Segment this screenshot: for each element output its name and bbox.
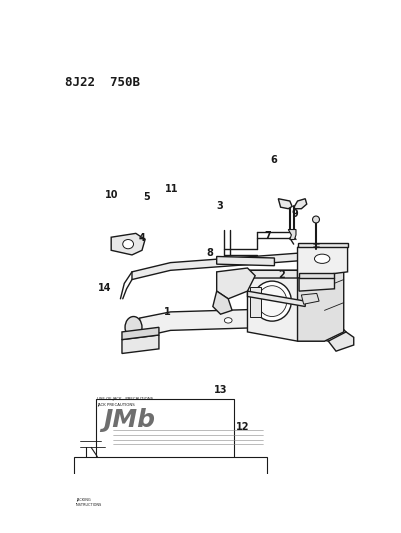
Polygon shape (288, 230, 296, 239)
Ellipse shape (314, 254, 330, 263)
Text: 4: 4 (139, 233, 146, 244)
Text: 3: 3 (216, 200, 223, 211)
Polygon shape (328, 332, 354, 351)
Text: 14: 14 (98, 282, 112, 293)
Text: 9: 9 (292, 209, 298, 219)
Ellipse shape (125, 317, 142, 338)
Text: 10: 10 (105, 190, 118, 200)
Polygon shape (217, 268, 255, 299)
Polygon shape (298, 247, 348, 278)
Polygon shape (111, 233, 145, 255)
Polygon shape (299, 273, 334, 278)
Text: 7: 7 (264, 231, 271, 241)
Polygon shape (298, 263, 344, 341)
FancyBboxPatch shape (74, 457, 267, 509)
Text: 12: 12 (236, 422, 249, 432)
Text: JACK PRECAUTIONS: JACK PRECAUTIONS (97, 402, 135, 407)
Text: 1: 1 (164, 307, 170, 317)
Polygon shape (217, 256, 274, 265)
Text: 6: 6 (270, 156, 277, 165)
Polygon shape (247, 291, 305, 306)
Text: 8J22  750B: 8J22 750B (65, 76, 140, 88)
Text: JMb: JMb (103, 408, 156, 432)
Ellipse shape (312, 216, 320, 223)
Polygon shape (122, 327, 159, 340)
Ellipse shape (123, 239, 134, 249)
Polygon shape (294, 199, 307, 209)
Text: 11: 11 (165, 184, 178, 194)
Polygon shape (302, 294, 319, 304)
Polygon shape (247, 263, 324, 278)
Polygon shape (298, 243, 348, 247)
Polygon shape (250, 287, 261, 317)
Polygon shape (122, 335, 159, 353)
Polygon shape (213, 291, 232, 314)
Text: 13: 13 (214, 385, 228, 395)
Text: 2: 2 (278, 270, 285, 280)
Text: USE OF JACK - PRECAUTIONS: USE OF JACK - PRECAUTIONS (97, 397, 154, 401)
Polygon shape (247, 270, 324, 341)
FancyBboxPatch shape (96, 399, 235, 491)
Polygon shape (140, 309, 346, 341)
Text: JACKING
INSTRUCTIONS: JACKING INSTRUCTIONS (76, 498, 102, 507)
Text: 5: 5 (144, 192, 150, 203)
Ellipse shape (257, 286, 287, 317)
Polygon shape (132, 253, 305, 280)
Text: 8: 8 (207, 248, 214, 258)
Polygon shape (278, 199, 292, 209)
Ellipse shape (225, 318, 232, 323)
Ellipse shape (253, 281, 292, 321)
Polygon shape (299, 278, 334, 291)
